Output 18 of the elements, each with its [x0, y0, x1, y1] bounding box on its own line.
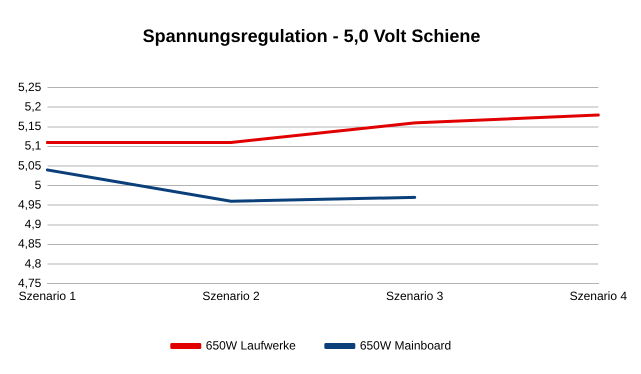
y-tick-label: 4,8: [24, 256, 42, 270]
y-tick-label: 5,15: [18, 119, 42, 134]
y-tick-label: 5,2: [24, 100, 42, 114]
y-tick-label: 5: [34, 178, 42, 192]
legend-label: 650W Mainboard: [360, 338, 452, 352]
y-tick-label: 5,25: [18, 80, 42, 94]
x-tick-label: Szenario 2: [202, 289, 260, 304]
x-tick-label: Szenario 4: [570, 289, 628, 304]
y-tick-label: 4,9: [24, 217, 42, 232]
legend-label: 650W Laufwerke: [206, 338, 296, 352]
y-tick-label: 5,1: [24, 138, 42, 153]
x-tick-label: Szenario 3: [386, 289, 444, 304]
y-tick-label: 4,85: [18, 236, 42, 251]
y-tick-label: 5,05: [18, 158, 42, 172]
chart-title: Spannungsregulation - 5,0 Volt Schiene: [142, 26, 480, 46]
x-tick-label: Szenario 1: [18, 289, 76, 304]
y-tick-label: 4,75: [18, 276, 42, 290]
y-tick-label: 4,95: [18, 198, 42, 212]
